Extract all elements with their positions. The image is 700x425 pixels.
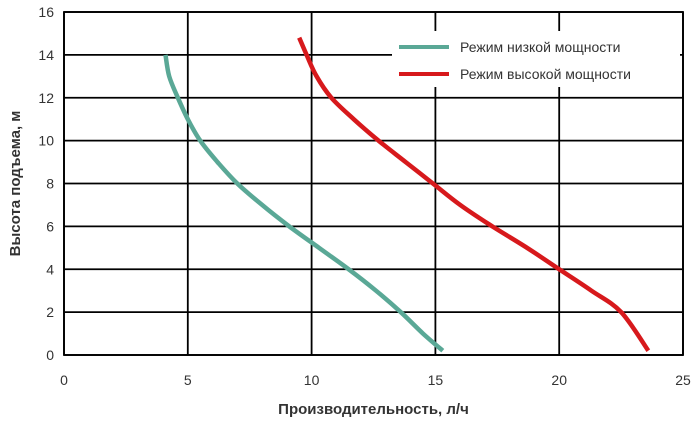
y-tick-label: 14 [38, 47, 54, 63]
y-tick-label: 4 [46, 261, 54, 277]
x-tick-label: 5 [184, 372, 192, 388]
y-axis-ticks: 0 2 4 6 8 10 12 14 16 [38, 4, 54, 363]
legend-box [392, 31, 680, 87]
y-tick-label: 16 [38, 4, 54, 20]
x-tick-label: 15 [428, 372, 444, 388]
x-tick-label: 20 [551, 372, 567, 388]
x-axis-title: Производительность, л/ч [278, 401, 469, 418]
x-tick-label: 10 [304, 372, 320, 388]
y-tick-label: 8 [46, 176, 54, 192]
x-tick-label: 25 [675, 372, 691, 388]
y-tick-label: 0 [46, 347, 54, 363]
series-line-low-power [163, 54, 445, 353]
legend: Режим низкой мощности Режим высокой мощн… [392, 31, 680, 87]
x-tick-label: 0 [60, 372, 68, 388]
y-axis-title: Высота подъема, м [7, 111, 24, 257]
legend-label-high-power: Режим высокой мощности [460, 66, 631, 82]
series-line-high-power [297, 36, 651, 352]
x-axis-ticks: 0 5 10 15 20 25 [60, 372, 691, 388]
y-tick-label: 12 [38, 90, 54, 106]
plot-frame [63, 11, 684, 356]
y-tick-label: 6 [46, 218, 54, 234]
y-tick-label: 10 [38, 133, 54, 149]
series-lines [163, 36, 651, 353]
legend-label-low-power: Режим низкой мощности [460, 39, 620, 55]
y-tick-label: 2 [46, 304, 54, 320]
